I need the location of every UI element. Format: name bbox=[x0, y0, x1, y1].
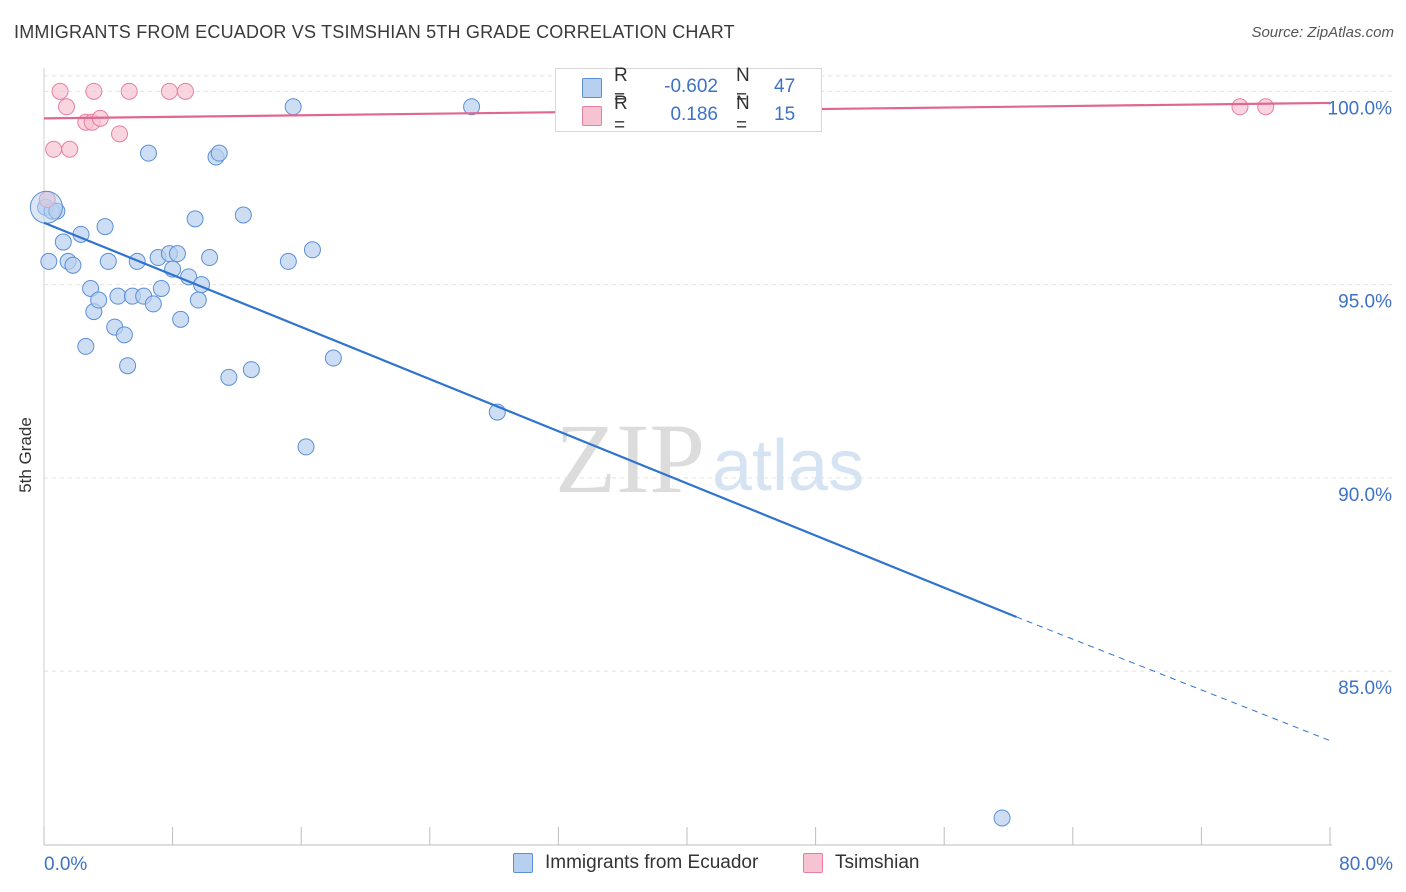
point-tsimshian bbox=[176, 82, 194, 100]
data-points bbox=[29, 82, 1275, 827]
trend-line-ecuador-extension bbox=[1016, 616, 1331, 742]
point-ecuador bbox=[189, 291, 207, 309]
legend-n-value-ecuador: 47 bbox=[774, 76, 796, 97]
legend-n-label: N = bbox=[736, 65, 750, 108]
y-tick-label: 95.0% bbox=[1338, 292, 1392, 313]
x-tick-label-max: 80.0% bbox=[1339, 854, 1393, 875]
watermark-atlas: atlas bbox=[712, 426, 864, 506]
point-ecuador bbox=[40, 252, 58, 270]
legend-r-label: R = bbox=[614, 65, 628, 108]
point-ecuador bbox=[96, 218, 114, 236]
legend-swatch-ecuador bbox=[582, 78, 602, 98]
legend-r-value-ecuador: -0.602 bbox=[664, 76, 718, 97]
x-tick-label-min: 0.0% bbox=[44, 854, 87, 875]
point-ecuador bbox=[109, 287, 127, 305]
bottom-legend-label-ecuador: Immigrants from Ecuador bbox=[545, 852, 759, 873]
bottom-legend-swatch-tsimshian bbox=[803, 853, 823, 873]
point-ecuador bbox=[144, 295, 162, 313]
point-tsimshian bbox=[1231, 98, 1249, 116]
tick-labels: 85.0% 90.0% 95.0% 100.0% 0.0% 80.0% bbox=[44, 98, 1393, 875]
legend-swatch-tsimshian bbox=[582, 106, 602, 126]
y-tick-label: 85.0% bbox=[1338, 678, 1392, 699]
legend-n-value-tsimshian: 15 bbox=[774, 104, 796, 125]
watermark-zip: ZIP bbox=[555, 403, 705, 514]
bottom-legend-label-tsimshian: Tsimshian bbox=[835, 852, 920, 873]
point-ecuador bbox=[90, 291, 108, 309]
point-ecuador bbox=[139, 144, 157, 162]
point-ecuador bbox=[993, 809, 1011, 827]
point-ecuador bbox=[324, 349, 342, 367]
bottom-legend-ecuador: Immigrants from Ecuador bbox=[513, 852, 758, 874]
chart-source: Source: ZipAtlas.com bbox=[1251, 24, 1394, 41]
point-tsimshian bbox=[51, 82, 69, 100]
point-tsimshian bbox=[111, 125, 129, 143]
point-ecuador bbox=[172, 310, 190, 328]
point-ecuador bbox=[242, 361, 260, 379]
legend-r-value-tsimshian: 0.186 bbox=[670, 104, 718, 125]
y-tick-label: 90.0% bbox=[1338, 485, 1392, 506]
point-ecuador bbox=[279, 252, 297, 270]
point-tsimshian bbox=[45, 140, 63, 158]
legend-n-label: N = bbox=[736, 93, 750, 136]
point-ecuador bbox=[186, 210, 204, 228]
point-ecuador bbox=[220, 368, 238, 386]
point-ecuador bbox=[77, 337, 95, 355]
point-ecuador bbox=[119, 357, 137, 375]
legend-box: R = -0.602 N = 47 R = 0.186 N = 15 bbox=[555, 65, 822, 136]
point-tsimshian bbox=[120, 82, 138, 100]
point-ecuador bbox=[463, 98, 481, 116]
point-ecuador bbox=[303, 241, 321, 259]
point-ecuador bbox=[152, 279, 170, 297]
point-ecuador bbox=[234, 206, 252, 224]
trend-line-ecuador bbox=[43, 221, 1017, 618]
point-tsimshian bbox=[1257, 98, 1275, 116]
chart-title: IMMIGRANTS FROM ECUADOR VS TSIMSHIAN 5TH… bbox=[14, 22, 735, 42]
legend-r-label: R = bbox=[614, 93, 628, 136]
bottom-legend-swatch-ecuador bbox=[513, 853, 533, 873]
point-ecuador bbox=[168, 245, 186, 263]
point-tsimshian bbox=[58, 98, 76, 116]
point-ecuador bbox=[64, 256, 82, 274]
point-ecuador bbox=[115, 326, 133, 344]
bottom-legend-tsimshian: Tsimshian bbox=[803, 852, 919, 874]
y-tick-label: 100.0% bbox=[1328, 98, 1393, 119]
point-tsimshian bbox=[160, 82, 178, 100]
point-tsimshian bbox=[61, 140, 79, 158]
point-ecuador bbox=[201, 249, 219, 267]
point-ecuador bbox=[54, 233, 72, 251]
point-ecuador bbox=[82, 279, 100, 297]
point-ecuador-large bbox=[29, 190, 63, 224]
point-tsimshian bbox=[85, 82, 103, 100]
point-ecuador bbox=[210, 144, 228, 162]
point-ecuador bbox=[284, 98, 302, 116]
point-ecuador bbox=[99, 252, 117, 270]
point-ecuador bbox=[297, 438, 315, 456]
